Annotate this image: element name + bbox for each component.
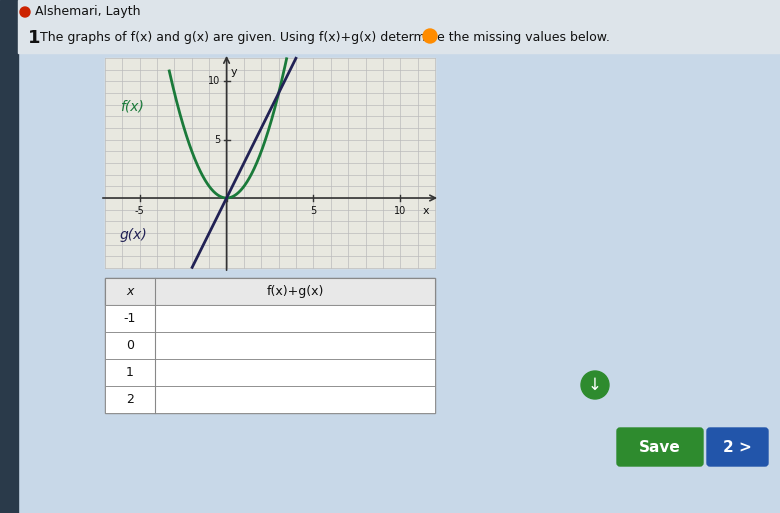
Text: 5: 5 [310, 206, 317, 216]
Bar [18, 0, 780, 23]
Text: f(x): f(x) [120, 100, 144, 113]
Text: 2: 2 [126, 393, 134, 406]
Bar [0, 0, 18, 513]
Bar [18, 23, 780, 53]
Text: f(x)+g(x): f(x)+g(x) [266, 285, 324, 298]
Text: Alshemari, Layth: Alshemari, Layth [35, 6, 140, 18]
Text: -1: -1 [124, 312, 136, 325]
Circle shape [581, 371, 609, 399]
Bar [105, 359, 435, 386]
Text: 10: 10 [394, 206, 406, 216]
Text: g(x): g(x) [120, 228, 147, 242]
Text: 5: 5 [215, 135, 221, 145]
FancyBboxPatch shape [617, 428, 703, 466]
Text: 10: 10 [208, 76, 221, 86]
Text: x: x [423, 206, 430, 216]
Text: y: y [231, 67, 237, 77]
Bar [105, 58, 435, 268]
FancyBboxPatch shape [707, 428, 768, 466]
Text: 2 >: 2 > [722, 440, 751, 455]
Bar [105, 305, 435, 332]
Bar [105, 278, 435, 413]
Text: ↓: ↓ [588, 376, 602, 394]
Bar [105, 278, 435, 305]
Circle shape [423, 29, 437, 43]
Text: 1: 1 [28, 29, 41, 47]
Text: 1: 1 [126, 366, 134, 379]
Text: Save: Save [639, 440, 681, 455]
Text: The graphs of f(x) and g(x) are given. Using f(x)+g(x) determine the missing val: The graphs of f(x) and g(x) are given. U… [40, 31, 610, 45]
Circle shape [20, 7, 30, 17]
Text: x: x [126, 285, 133, 298]
Text: 0: 0 [126, 339, 134, 352]
Bar [105, 386, 435, 413]
Bar [105, 332, 435, 359]
Text: -5: -5 [135, 206, 144, 216]
